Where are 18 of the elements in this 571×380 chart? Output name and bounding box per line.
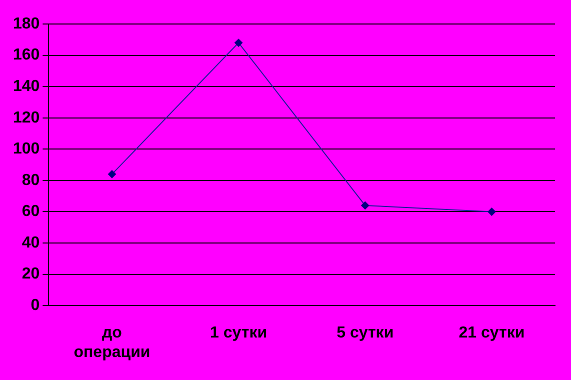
x-tick-label: 5 сутки xyxy=(336,324,394,342)
y-tick-label: 180 xyxy=(12,15,40,32)
point xyxy=(234,38,243,47)
y-tick-label: 120 xyxy=(12,109,40,126)
point xyxy=(361,201,370,210)
y-tick-label: 160 xyxy=(12,46,40,64)
x-tick-label: 1 сутки xyxy=(210,324,268,342)
point xyxy=(488,208,496,216)
y-tick-label: 0 xyxy=(30,297,40,314)
y-tick-label: 100 xyxy=(12,140,40,158)
y-tick-label: 80 xyxy=(22,172,40,189)
y-tick-label: 40 xyxy=(22,234,40,252)
x-tick-label: до операции xyxy=(74,324,150,361)
point xyxy=(108,170,116,178)
x-tick-label: 21 сутки xyxy=(458,324,525,342)
y-tick-label: 20 xyxy=(22,266,40,283)
y-tick-label: 140 xyxy=(12,78,40,95)
y-tick-label: 60 xyxy=(22,203,40,220)
